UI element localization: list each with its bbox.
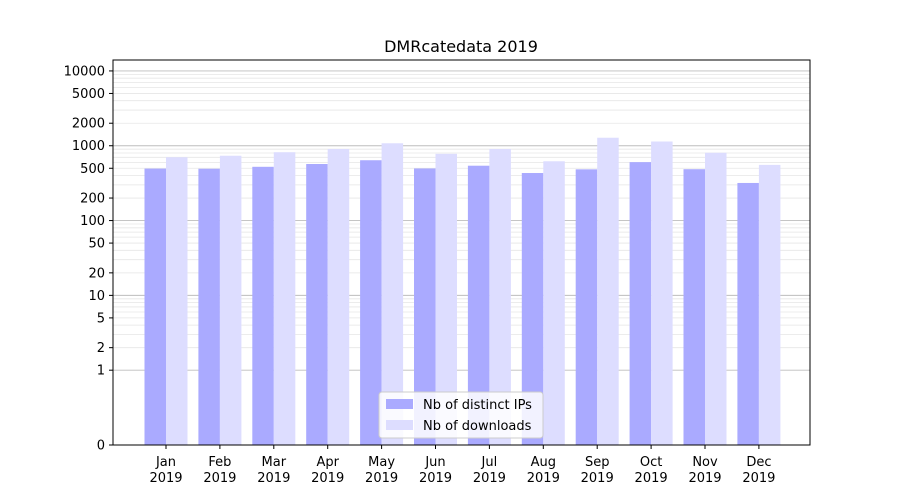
y-tick-label: 5: [97, 311, 105, 326]
y-tick-label: 50: [88, 237, 105, 252]
legend-swatch: [386, 399, 413, 409]
bar-downloads: [273, 152, 296, 445]
x-tick-label: May 2019: [365, 455, 398, 486]
bar-downloads: [219, 155, 242, 446]
bar-downloads: [489, 148, 511, 446]
bar-downloads: [381, 143, 404, 445]
x-tick-label: Mar 2019: [257, 455, 290, 486]
bar-distinct-ips: [575, 169, 598, 445]
x-tick-label: Dec 2019: [742, 455, 775, 486]
legend-label: Nb of downloads: [423, 419, 532, 434]
chart-title: DMRcatedata 2019: [384, 37, 538, 56]
bar-downloads: [758, 164, 781, 445]
x-tick-label: Sep 2019: [581, 455, 614, 486]
y-tick-label: 1000: [72, 139, 105, 154]
y-tick-label: 2000: [72, 117, 105, 132]
y-tick-label: 5000: [72, 87, 105, 102]
bar-distinct-ips: [144, 168, 166, 445]
bars: [144, 137, 781, 446]
x-tick-label: Nov 2019: [688, 455, 721, 486]
y-tick-label: 10: [88, 289, 105, 304]
legend: Nb of distinct IPs Nb of downloads: [378, 391, 544, 439]
bar-downloads: [543, 161, 565, 446]
x-tick-label: Jan 2019: [149, 455, 182, 486]
plot-frame: [112, 59, 811, 446]
bar-distinct-ips: [306, 164, 328, 445]
bar-downloads: [705, 152, 727, 445]
y-tick-label: 0: [97, 439, 105, 454]
bar-distinct-ips: [521, 173, 544, 445]
bar-distinct-ips: [414, 168, 436, 446]
y-tick-label: 500: [80, 162, 105, 177]
y-tick-label: 2: [97, 341, 105, 356]
x-tick-label: Jun 2019: [419, 455, 452, 486]
bar-downloads: [597, 137, 619, 445]
x-tick-label: Aug 2019: [527, 455, 560, 486]
bar-distinct-ips: [198, 168, 220, 445]
y-tick-label: 200: [80, 192, 105, 207]
bar-downloads: [327, 148, 350, 446]
y-tick-label: 1: [97, 364, 105, 379]
x-tick-label: Jul 2019: [473, 455, 506, 486]
bar-downloads: [435, 153, 457, 445]
legend-box: [378, 391, 544, 439]
x-tick-label: Apr 2019: [311, 455, 344, 486]
bar-distinct-ips: [629, 162, 652, 445]
x-tick-label: Feb 2019: [203, 455, 236, 486]
bar-distinct-ips: [467, 165, 490, 445]
bar-downloads: [651, 141, 673, 445]
y-tick-label: 100: [80, 214, 105, 229]
legend-label: Nb of distinct IPs: [423, 398, 532, 413]
bar-distinct-ips: [683, 169, 705, 445]
axes: 0 1 2 5 10 20 50 100 200 500 1000 2000 5000 10000 Jan 2…: [64, 59, 811, 486]
y-tick-label: 20: [88, 266, 105, 281]
x-tick-label: Oct 2019: [635, 455, 668, 486]
bar-distinct-ips: [737, 182, 759, 445]
y-tick-label: 10000: [64, 64, 105, 79]
bar-distinct-ips: [360, 160, 382, 445]
legend-swatch: [386, 420, 413, 430]
bar-distinct-ips: [252, 166, 274, 445]
bar-downloads: [166, 157, 188, 445]
